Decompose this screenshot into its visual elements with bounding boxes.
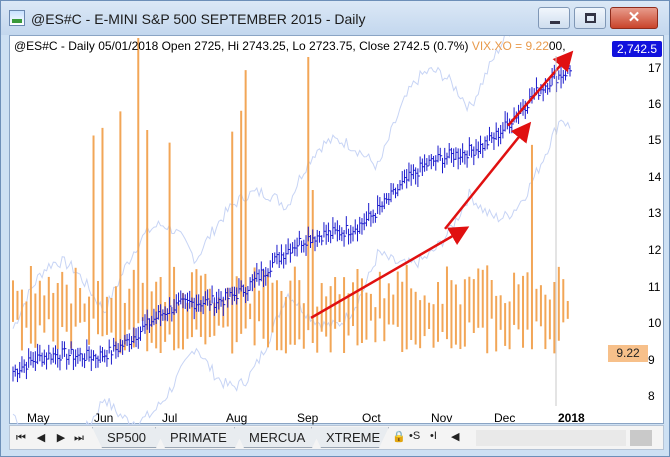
tab-mercua[interactable]: MERCUA [234, 427, 322, 448]
lower-band-line [12, 119, 571, 425]
y-tick-label: 15 [648, 133, 662, 147]
y-tick-label: 17 [648, 61, 662, 75]
sheet-tab-bar: ⏮ ◀ ▶ ⏭ SP500 PRIMATE MERCUA XTREME 🔒 •S… [9, 425, 664, 450]
x-tick-label: Dec [494, 411, 516, 425]
chart-info-text: @ES#C - Daily 05/01/2018 Open 2725, Hi 2… [14, 39, 469, 53]
x-tick-label: Nov [431, 411, 453, 425]
y-tick-label: 9 [648, 353, 655, 367]
upper-band-line [12, 36, 511, 329]
x-tick-label: May [27, 411, 50, 425]
y-tick-label: 11 [648, 280, 661, 294]
x-tick-label: Jul [162, 411, 178, 425]
x-tick-label: Aug [226, 411, 248, 425]
y-tick-label: 8 [648, 389, 655, 403]
scroll-left-icon[interactable]: ◀ [451, 431, 460, 443]
tab-xtreme[interactable]: XTREME [311, 427, 389, 448]
y-tick-label: 14 [648, 170, 662, 184]
price-chart[interactable] [10, 36, 665, 425]
x-tick-label: Oct [362, 411, 381, 425]
minimize-button[interactable] [538, 7, 570, 29]
vix-value-tag: 9.22 [608, 345, 648, 362]
x-tick-label: Jun [94, 411, 114, 425]
tab-primate[interactable]: PRIMATE [155, 427, 245, 448]
scrollbar-thumb[interactable] [630, 430, 652, 446]
trend-arrow [507, 50, 574, 127]
chart-info-suffix: 00, [548, 39, 566, 53]
horizontal-scrollbar[interactable] [476, 430, 626, 446]
window-title: @ES#C - E-MINI S&P 500 SEPTEMBER 2015 - … [31, 11, 366, 27]
trend-arrow [444, 121, 532, 230]
lock-icon[interactable]: 🔒 [392, 431, 406, 443]
maximize-icon [585, 13, 596, 23]
vix-info-text: VIX.XO = 9.22 [471, 39, 549, 53]
close-icon: ✕ [627, 9, 641, 26]
x-tick-label: Sep [297, 411, 319, 425]
chart-info-line: @ES#C - Daily 05/01/2018 Open 2725, Hi 2… [14, 39, 566, 53]
chart-app-icon [9, 10, 25, 26]
y-tick-label: 10 [648, 316, 662, 330]
tab-sp500[interactable]: SP500 [92, 427, 166, 448]
indicator-tool-button[interactable]: •I [430, 430, 437, 442]
first-tab-button[interactable]: ⏮ [16, 432, 26, 444]
maximize-button[interactable] [574, 7, 606, 29]
y-tick-label: 16 [648, 97, 662, 111]
x-tick-label: 2018 [558, 411, 585, 425]
previous-tab-button[interactable]: ◀ [36, 432, 46, 444]
last-price-tag: 2,742.5 [612, 41, 662, 57]
y-tick-label: 13 [648, 206, 662, 220]
close-button[interactable]: ✕ [610, 7, 658, 29]
next-tab-button[interactable]: ▶ [56, 432, 66, 444]
title-bar[interactable]: @ES#C - E-MINI S&P 500 SEPTEMBER 2015 - … [1, 1, 669, 35]
minimize-icon [550, 21, 560, 24]
symbol-tool-button[interactable]: •S [409, 430, 421, 442]
y-tick-label: 12 [648, 243, 662, 257]
chart-area[interactable]: @ES#C - Daily 05/01/2018 Open 2725, Hi 2… [9, 35, 665, 425]
trend-arrow [310, 226, 470, 319]
last-tab-button[interactable]: ⏭ [74, 432, 84, 444]
